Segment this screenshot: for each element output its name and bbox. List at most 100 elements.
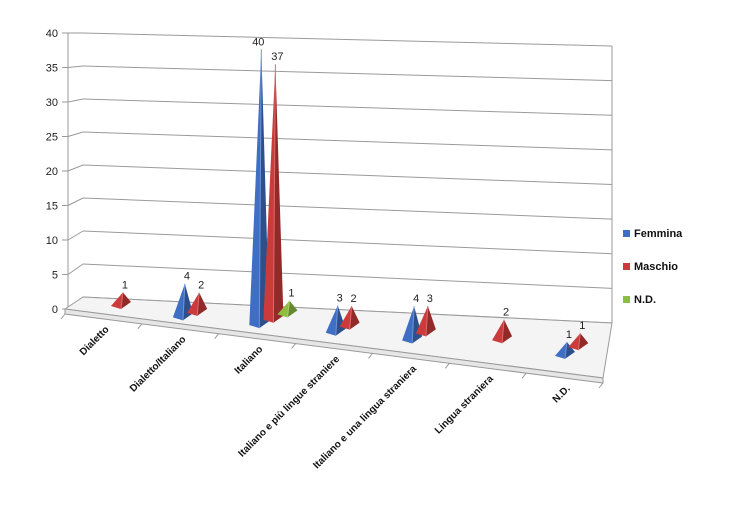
y-tick-label: 40 (46, 28, 58, 40)
pyramid-edge (577, 333, 581, 351)
x-tick-label: Dialetto (78, 324, 112, 358)
data-label: 1 (122, 279, 128, 291)
pyramid-edge (335, 305, 339, 336)
gridline (82, 32, 613, 47)
x-tick-label: N.D. (551, 383, 573, 405)
x-tick-mark (368, 353, 373, 359)
pyramid-front-face (415, 306, 428, 337)
data-label: 37 (271, 51, 283, 63)
gridline-side (67, 230, 84, 241)
gridline (82, 131, 613, 151)
legend: Femmina Maschio N.D. (623, 228, 683, 306)
labels-layer: 0 5 10 15 20 25 30 35 40 Dialetto Dialetto/Italian… (46, 28, 586, 471)
pyramid-side-face (273, 64, 284, 323)
pyramid-side-face (120, 292, 131, 310)
pyramid-front-face (325, 305, 338, 336)
data-label: 3 (427, 293, 433, 305)
gridline (82, 197, 613, 220)
y-tick-label: 10 (46, 235, 58, 247)
x-tick-mark (60, 313, 66, 320)
x-tick-mark (291, 343, 296, 349)
pyramid-front-face (568, 333, 581, 351)
gridline-side (67, 263, 84, 275)
x-tick-label: Italiano (233, 344, 266, 377)
pyramid-front-face (187, 292, 200, 316)
pyramid-side-face (335, 305, 346, 336)
pyramid-front-face (172, 283, 185, 321)
x-tick-label: Italiano e una lingua straniera (311, 363, 419, 471)
data-label: 3 (337, 292, 343, 304)
pyramid-side-face (349, 306, 360, 330)
pyramid-side-face (197, 292, 208, 316)
x-tick-mark (521, 372, 527, 379)
data-label: 2 (198, 280, 204, 292)
y-tick-label: 5 (52, 270, 58, 282)
gridline (82, 230, 613, 255)
gridline (82, 164, 613, 185)
pyramid-edge (258, 49, 262, 329)
pyramid-front-face (492, 319, 505, 344)
grid-layer (60, 32, 613, 389)
y-tick-label: 0 (52, 304, 58, 316)
y-tick-label: 15 (46, 201, 58, 213)
pyramid-side-face (564, 341, 575, 359)
pyramid-edge (196, 292, 200, 316)
pyramid-side-face (287, 300, 298, 318)
legend-entry: Maschio (634, 261, 678, 273)
pyramid-edge (349, 306, 353, 330)
x-tick-label: Lingua straniera (433, 373, 496, 436)
gridline-side (67, 131, 84, 137)
pyramid-front-face (402, 306, 415, 344)
pyramid-edge (564, 341, 568, 359)
pyramid-front-face (263, 64, 276, 323)
pyramid-edge (272, 64, 276, 323)
pyramid-edge (182, 283, 186, 321)
data-label: 1 (579, 320, 585, 332)
gridline (82, 98, 613, 116)
pyramid-edge (425, 305, 429, 337)
x-tick-mark (137, 323, 143, 330)
x-tick-mark (444, 362, 450, 369)
x-tick-mark (598, 382, 604, 389)
pyramid-side-face (502, 319, 513, 344)
gridline-side (67, 197, 84, 206)
data-label: 2 (503, 307, 509, 319)
pyramid-edge (286, 300, 290, 318)
gridline-side (67, 164, 84, 172)
pyramid-front-face (554, 341, 567, 359)
gridline (82, 65, 613, 82)
pyramid-side-face (425, 306, 436, 337)
legend-swatch (623, 263, 630, 270)
x-tick-label: Dialetto/Italiano (128, 334, 188, 394)
y-tick-label: 35 (46, 63, 58, 75)
gridline-side (67, 65, 84, 68)
legend-entry: Femmina (634, 228, 683, 240)
data-label: 4 (184, 271, 190, 283)
data-label: 1 (288, 288, 294, 300)
marks-layer (110, 49, 589, 359)
data-label: 1 (566, 329, 572, 341)
legend-swatch (623, 230, 630, 237)
data-label: 4 (413, 293, 419, 305)
pyramid-edge (501, 319, 505, 344)
y-tick-label: 30 (46, 97, 58, 109)
gridline (82, 263, 613, 289)
pyramid-edge (411, 306, 415, 344)
pyramid-front-face (339, 306, 352, 330)
legend-entry: N.D. (634, 294, 656, 306)
data-label: 40 (252, 36, 264, 48)
y-tick-label: 20 (46, 166, 58, 178)
y-tick-label: 25 (46, 132, 58, 144)
pyramid-front-face (110, 292, 123, 310)
pyramid-front-face (277, 300, 290, 318)
gridline-side (67, 98, 84, 103)
data-label: 2 (351, 293, 357, 305)
pyramid-edge (120, 292, 124, 310)
x-tick-label: Italiano e più lingue straniere (236, 354, 342, 460)
pyramid-side-face (578, 333, 589, 351)
legend-swatch (623, 296, 630, 303)
x-tick-mark (214, 333, 220, 340)
pyramid-front-face (249, 49, 262, 329)
